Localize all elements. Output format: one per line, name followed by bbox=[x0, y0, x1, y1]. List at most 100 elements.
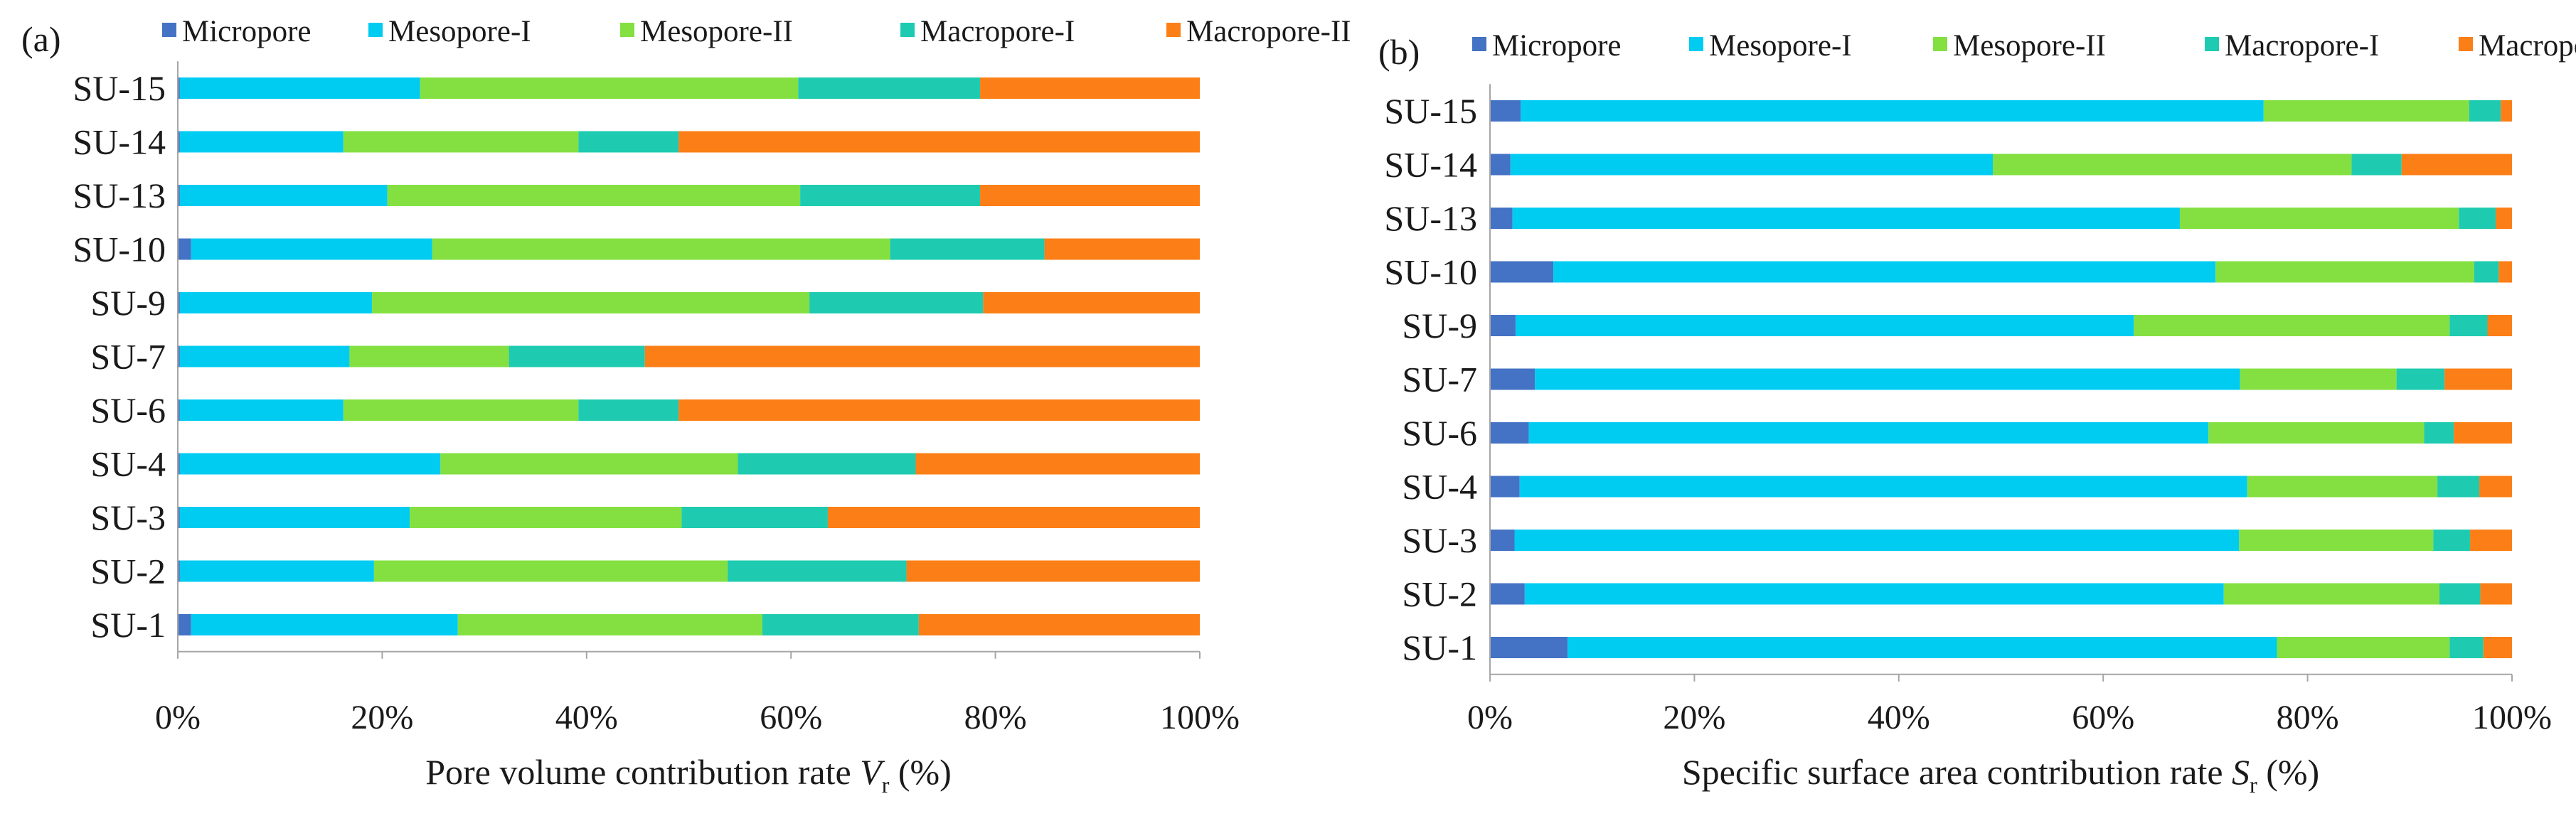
bar-su-6-macropore-i bbox=[578, 399, 679, 421]
x-axis-title-main: Specific surface area contribution rate bbox=[1682, 752, 2232, 792]
bar-su-2-macropore-i bbox=[2439, 583, 2481, 605]
category-label-su-4: SU-4 bbox=[1402, 467, 1477, 507]
bar-su-10-macropore-ii bbox=[2498, 261, 2512, 283]
legend-swatch-macropore-i bbox=[900, 23, 915, 37]
bar-su-9-mesopore-i bbox=[179, 292, 373, 313]
x-axis-title-main: Pore volume contribution rate bbox=[425, 752, 860, 792]
bar-su-15-mesopore-i bbox=[1521, 100, 2264, 122]
legend-swatch-macropore-ii bbox=[2459, 37, 2473, 51]
bar-su-13-mesopore-ii bbox=[2179, 208, 2459, 229]
bar-su-1-micropore bbox=[178, 614, 191, 635]
bar-su-7-mesopore-i bbox=[179, 345, 350, 367]
bar-su-9-micropore bbox=[178, 292, 180, 313]
category-label-su-3: SU-3 bbox=[1402, 520, 1477, 560]
x-axis-title-variable: V bbox=[860, 752, 885, 792]
legend-swatch-micropore bbox=[162, 23, 176, 37]
bar-su-1-macropore-i bbox=[2449, 637, 2484, 658]
bar-su-14-macropore-i bbox=[2351, 154, 2402, 176]
bar-su-15-macropore-ii bbox=[980, 77, 1200, 99]
bar-su-14-macropore-ii bbox=[2401, 154, 2512, 176]
bar-su-1-mesopore-ii bbox=[457, 614, 762, 635]
bar-su-10-macropore-i bbox=[2474, 261, 2499, 283]
bar-su-15-macropore-i bbox=[2469, 100, 2501, 122]
category-label-su-6: SU-6 bbox=[90, 390, 166, 430]
bar-su-1-mesopore-ii bbox=[2277, 637, 2450, 658]
category-label-su-1: SU-1 bbox=[1402, 628, 1477, 667]
bars bbox=[1490, 100, 2512, 658]
bar-su-14-micropore bbox=[178, 131, 180, 153]
bar-su-10-macropore-i bbox=[890, 238, 1045, 260]
category-label-su-9: SU-9 bbox=[1402, 306, 1477, 345]
bar-su-7-micropore bbox=[1490, 368, 1536, 390]
bar-su-4-mesopore-i bbox=[179, 453, 441, 475]
legend-swatch-mesopore-i bbox=[368, 23, 383, 37]
bar-su-4-micropore bbox=[1490, 476, 1520, 498]
bar-su-10-mesopore-i bbox=[191, 238, 432, 260]
x-tick-label: 100% bbox=[2472, 699, 2552, 736]
bar-su-2-mesopore-i bbox=[179, 560, 374, 582]
category-label-su-15: SU-15 bbox=[1384, 91, 1477, 131]
bar-su-14-mesopore-ii bbox=[1993, 154, 2352, 176]
bar-su-13-mesopore-i bbox=[1512, 208, 2180, 229]
bar-su-13-macropore-i bbox=[2459, 208, 2496, 229]
bar-su-9-mesopore-ii bbox=[2134, 315, 2450, 336]
bar-su-9-macropore-i bbox=[2449, 315, 2488, 336]
panel-label: (b) bbox=[1378, 32, 1420, 72]
bar-su-4-mesopore-i bbox=[1519, 476, 2247, 498]
bar-su-3-micropore bbox=[178, 507, 180, 528]
bar-su-3-macropore-ii bbox=[827, 507, 1200, 528]
bar-su-6-mesopore-i bbox=[179, 399, 344, 421]
bar-su-14-mesopore-i bbox=[179, 131, 344, 153]
bar-su-2-micropore bbox=[178, 560, 180, 582]
bar-su-4-macropore-ii bbox=[915, 453, 1200, 475]
x-tick-label: 0% bbox=[1467, 699, 1513, 736]
legend-swatch-mesopore-ii bbox=[620, 23, 634, 37]
bar-su-13-macropore-i bbox=[800, 185, 981, 206]
bar-su-9-mesopore-i bbox=[1515, 315, 2134, 336]
x-axis-title: Specific surface area contribution rate … bbox=[1682, 752, 2319, 798]
bar-su-10-micropore bbox=[178, 238, 191, 260]
bar-su-14-micropore bbox=[1490, 154, 1511, 176]
category-label-su-4: SU-4 bbox=[90, 444, 166, 484]
legend: Micropore Mesopore-I Mesopore-II Macropore-… bbox=[1472, 29, 2576, 63]
legend-swatch-mesopore-ii bbox=[1933, 37, 1947, 51]
bar-su-6-micropore bbox=[1490, 422, 1529, 444]
x-tick-label: 80% bbox=[2277, 699, 2339, 736]
bar-su-4-mesopore-ii bbox=[2247, 476, 2438, 498]
bar-su-15-mesopore-ii bbox=[420, 77, 799, 99]
legend-label-mesopore-ii: Mesopore-II bbox=[1953, 29, 2106, 63]
bar-su-10-micropore bbox=[1490, 261, 1554, 283]
bar-su-13-macropore-ii bbox=[980, 185, 1200, 206]
legend-label-macropore-ii: Macropore-II bbox=[1186, 15, 1351, 48]
bar-su-13-mesopore-i bbox=[179, 185, 388, 206]
bar-su-2-macropore-ii bbox=[2480, 583, 2512, 605]
bar-su-4-macropore-ii bbox=[2479, 476, 2512, 498]
bar-su-7-mesopore-ii bbox=[2240, 368, 2397, 390]
category-label-su-2: SU-2 bbox=[90, 552, 166, 591]
legend-label-mesopore-i: Mesopore-I bbox=[388, 15, 531, 48]
x-axis-title-unit: (%) bbox=[889, 752, 951, 792]
category-label-su-7: SU-7 bbox=[1402, 360, 1477, 399]
bar-su-2-macropore-i bbox=[728, 560, 907, 582]
legend-swatch-mesopore-i bbox=[1689, 37, 1703, 51]
panel-b: (b) Micropore Mesopore-I Mesopore-II Macropo… bbox=[1378, 29, 2576, 798]
bar-su-14-mesopore-i bbox=[1510, 154, 1993, 176]
category-label-su-3: SU-3 bbox=[90, 498, 166, 537]
x-tick-label: 100% bbox=[1160, 699, 1240, 736]
bar-su-6-mesopore-ii bbox=[343, 399, 579, 421]
bar-su-15-micropore bbox=[178, 77, 180, 99]
bar-su-9-mesopore-ii bbox=[372, 292, 810, 313]
bar-su-7-mesopore-i bbox=[1535, 368, 2240, 390]
x-axis-title-variable: S bbox=[2232, 752, 2250, 792]
x-tick-label: 0% bbox=[155, 699, 201, 736]
bar-su-1-mesopore-i bbox=[191, 614, 458, 635]
legend-swatch-micropore bbox=[1472, 37, 1486, 51]
legend: Micropore Mesopore-I Mesopore-II Macropore-… bbox=[162, 15, 1351, 48]
bar-su-15-mesopore-i bbox=[179, 77, 420, 99]
bar-su-9-micropore bbox=[1490, 315, 1516, 336]
bar-su-6-macropore-ii bbox=[678, 399, 1200, 421]
bar-su-15-macropore-i bbox=[798, 77, 981, 99]
x-axis-title-subscript: r bbox=[2250, 772, 2257, 798]
category-label-su-13: SU-13 bbox=[1384, 198, 1477, 238]
